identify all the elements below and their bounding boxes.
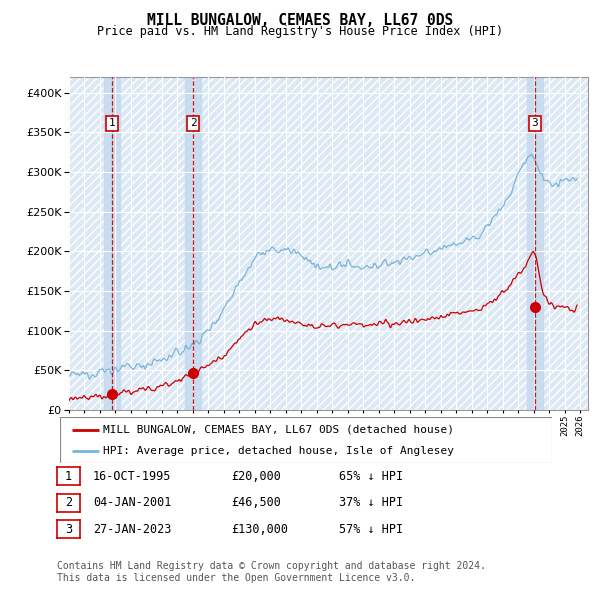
Bar	[527, 77, 542, 410]
Text: £20,000: £20,000	[231, 470, 281, 483]
Text: 65% ↓ HPI: 65% ↓ HPI	[339, 470, 403, 483]
Text: 1: 1	[65, 470, 72, 483]
Text: 2: 2	[190, 119, 196, 129]
Text: MILL BUNGALOW, CEMAES BAY, LL67 0DS: MILL BUNGALOW, CEMAES BAY, LL67 0DS	[147, 13, 453, 28]
Text: 3: 3	[65, 523, 72, 536]
Text: Contains HM Land Registry data © Crown copyright and database right 2024.
This d: Contains HM Land Registry data © Crown c…	[57, 561, 486, 583]
Text: 16-OCT-1995: 16-OCT-1995	[93, 470, 172, 483]
Bar	[185, 77, 201, 410]
Text: HPI: Average price, detached house, Isle of Anglesey: HPI: Average price, detached house, Isle…	[103, 445, 454, 455]
Text: £130,000: £130,000	[231, 523, 288, 536]
Text: MILL BUNGALOW, CEMAES BAY, LL67 0DS (detached house): MILL BUNGALOW, CEMAES BAY, LL67 0DS (det…	[103, 425, 454, 435]
Bar	[104, 77, 120, 410]
Text: 57% ↓ HPI: 57% ↓ HPI	[339, 523, 403, 536]
Text: Price paid vs. HM Land Registry's House Price Index (HPI): Price paid vs. HM Land Registry's House …	[97, 25, 503, 38]
Text: 37% ↓ HPI: 37% ↓ HPI	[339, 496, 403, 509]
FancyBboxPatch shape	[60, 417, 552, 463]
Text: 1: 1	[109, 119, 116, 129]
Text: 3: 3	[532, 119, 538, 129]
Text: 04-JAN-2001: 04-JAN-2001	[93, 496, 172, 509]
Text: 2: 2	[65, 496, 72, 509]
Text: £46,500: £46,500	[231, 496, 281, 509]
Text: 27-JAN-2023: 27-JAN-2023	[93, 523, 172, 536]
